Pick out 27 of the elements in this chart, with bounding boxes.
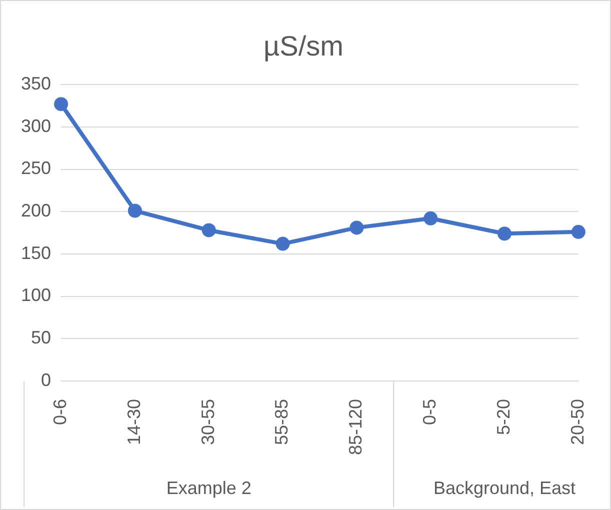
y-tick-label: 150 [20, 242, 52, 263]
x-tick-label: 0-6 [50, 398, 70, 425]
point [202, 223, 216, 238]
point [276, 236, 290, 251]
chart-title: µS/sm [264, 30, 344, 62]
point [571, 224, 586, 239]
x-tick-label: 85-120 [346, 398, 366, 456]
point [497, 226, 512, 241]
text: Example 2 [166, 478, 252, 498]
y-tick-label: 100 [20, 285, 52, 306]
y-tick-label: 350 [20, 74, 52, 94]
x-tick-label: 20-50 [567, 398, 588, 445]
text: Background, East [433, 478, 576, 498]
point [424, 211, 438, 226]
x-tick-label: 55-85 [272, 398, 292, 445]
point [54, 97, 68, 112]
y-tick-label: 300 [20, 116, 52, 136]
x-tick-label: 30-55 [198, 398, 218, 445]
y-tick-label: 250 [20, 158, 52, 178]
point [350, 220, 364, 235]
x-tick-label: 14-30 [124, 398, 144, 445]
x-tick-label: 0-5 [420, 398, 440, 425]
point [128, 204, 142, 218]
x-tick-label: 5-20 [493, 398, 514, 435]
y-tick-label: 0 [41, 370, 52, 390]
y-tick-label: 200 [20, 200, 52, 221]
y-tick-label: 50 [31, 328, 52, 348]
